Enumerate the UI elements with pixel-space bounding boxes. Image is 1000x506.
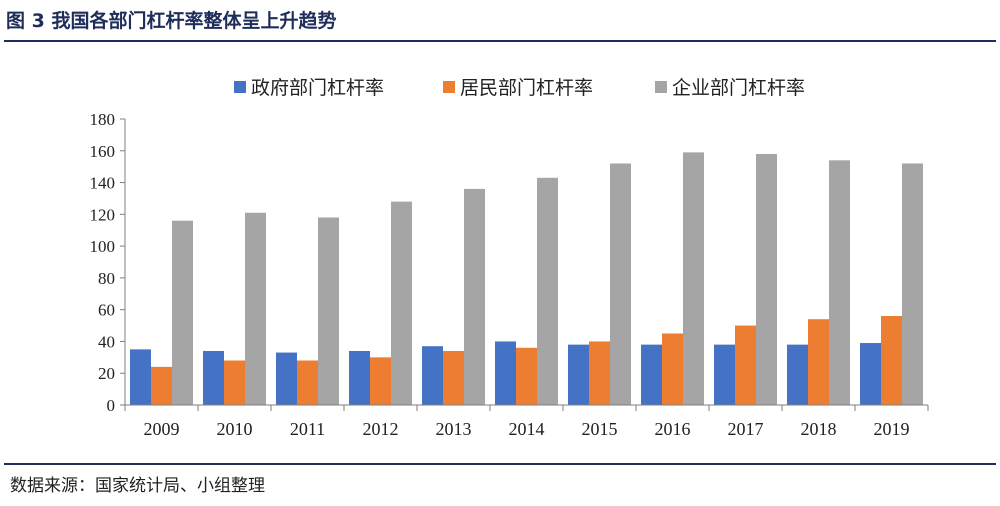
x-tick-label: 2019 [874, 419, 910, 439]
bar-government [714, 344, 735, 405]
y-tick-label: 180 [90, 110, 116, 129]
bar-enterprise [902, 163, 923, 405]
y-tick-label: 100 [90, 237, 116, 256]
bar-government [276, 352, 297, 405]
bar-household [881, 316, 902, 405]
bar-government [495, 341, 516, 405]
bottom-rule [4, 463, 996, 465]
bar-enterprise [610, 163, 631, 405]
bar-government [641, 344, 662, 405]
bar-household [735, 325, 756, 405]
bar-enterprise [537, 177, 558, 405]
bar-government [568, 344, 589, 405]
bar-household [151, 366, 172, 405]
bar-household [516, 347, 537, 405]
figure-title: 图 3 我国各部门杠杆率整体呈上升趋势 [6, 10, 337, 32]
source-note: 数据来源：国家统计局、小组整理 [10, 476, 265, 496]
x-tick-label: 2009 [144, 419, 180, 439]
legend-swatch [234, 81, 246, 93]
bar-government [422, 346, 443, 405]
y-tick-label: 140 [90, 174, 116, 193]
x-tick-label: 2010 [217, 419, 253, 439]
bar-household [808, 319, 829, 405]
bars-group [130, 152, 923, 405]
y-tick-label: 160 [90, 142, 116, 161]
legend-label: 政府部门杠杆率 [251, 77, 384, 99]
bar-enterprise [318, 217, 339, 405]
bar-enterprise [756, 153, 777, 405]
legend-swatch [655, 81, 667, 93]
x-tick-label: 2018 [801, 419, 837, 439]
x-tick-label: 2014 [509, 419, 545, 439]
bar-enterprise [172, 220, 193, 405]
bar-government [860, 343, 881, 405]
bar-government [349, 350, 370, 405]
bar-government [203, 350, 224, 405]
y-axis: 0 20 40 60 80 100 120 140 160 180 [90, 110, 126, 415]
top-rule [4, 40, 996, 42]
bar-household [443, 350, 464, 405]
bar-household [662, 333, 683, 405]
bar-enterprise [391, 201, 412, 405]
x-tick-label: 2015 [582, 419, 618, 439]
y-tick-label: 120 [90, 205, 116, 224]
bar-household [370, 357, 391, 405]
bar-government [787, 344, 808, 405]
legend-swatch [443, 81, 455, 93]
bar-enterprise [683, 152, 704, 405]
x-tick-label: 2011 [290, 419, 325, 439]
bar-government [130, 349, 151, 405]
y-tick-label: 60 [98, 301, 115, 320]
bar-enterprise [245, 212, 266, 405]
y-tick-label: 20 [98, 364, 115, 383]
x-axis: 2009 2010 2011 2012 2013 2014 2015 2016 2017 2018… [124, 404, 929, 439]
bar-enterprise [829, 160, 850, 405]
y-tick-label: 80 [98, 269, 115, 288]
y-tick-label: 0 [107, 396, 116, 415]
x-tick-label: 2016 [655, 419, 691, 439]
legend-label: 企业部门杠杆率 [672, 77, 805, 99]
bar-household [589, 341, 610, 405]
bar-enterprise [464, 188, 485, 405]
y-tick-label: 40 [98, 332, 115, 351]
x-tick-label: 2017 [728, 419, 764, 439]
x-tick-label: 2012 [363, 419, 399, 439]
chart-legend: 政府部门杠杆率 居民部门杠杆率 企业部门杠杆率 [234, 77, 805, 99]
legend-label: 居民部门杠杆率 [460, 77, 593, 99]
bar-household [224, 360, 245, 405]
bar-household [297, 360, 318, 405]
x-tick-label: 2013 [436, 419, 472, 439]
